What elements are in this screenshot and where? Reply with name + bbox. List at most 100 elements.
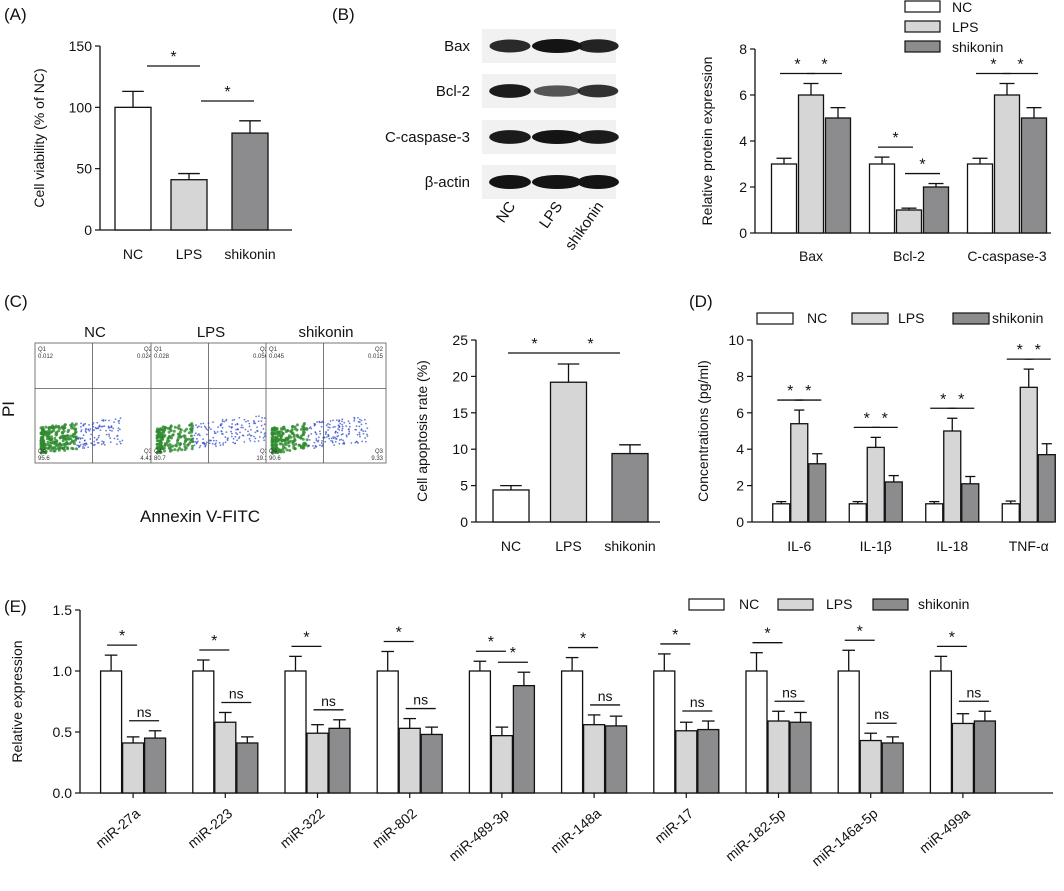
flow-event — [196, 426, 199, 429]
flow-event — [315, 438, 318, 440]
significance-label: * — [211, 633, 217, 650]
flow-event — [247, 430, 249, 433]
bar — [170, 179, 208, 231]
quadrant-name: Q4 — [38, 449, 47, 455]
blot-protein-label: C-caspase-3 — [385, 129, 470, 146]
significance-label: * — [764, 626, 770, 643]
flow-event — [159, 433, 163, 437]
flow-event — [295, 423, 299, 427]
flow-event — [104, 419, 107, 422]
flow-event — [101, 440, 104, 443]
flow-event — [189, 434, 193, 438]
flow-event — [214, 442, 217, 445]
flow-event — [358, 421, 361, 424]
y-tick-label: 0 — [739, 225, 747, 241]
flow-event — [348, 422, 351, 425]
legend-label: LPS — [826, 596, 852, 612]
bar — [420, 733, 443, 794]
bar — [745, 670, 768, 794]
x-tick-label: miR-499a — [916, 805, 973, 856]
flow-event — [347, 420, 350, 423]
flow-event — [80, 422, 83, 425]
flow-event — [366, 427, 369, 430]
ns-label: ns — [137, 704, 152, 720]
flow-event — [187, 431, 191, 435]
flow-event — [256, 430, 259, 433]
flow-event — [81, 447, 84, 449]
flow-event — [271, 450, 275, 454]
blot-band — [532, 175, 582, 189]
flow-event — [67, 428, 71, 432]
flow-event — [363, 418, 366, 421]
flow-event — [341, 429, 343, 432]
flow-event — [168, 447, 172, 451]
flow-event — [182, 442, 186, 446]
flow-event — [84, 428, 87, 431]
significance-label: * — [587, 336, 593, 353]
flow-event — [343, 421, 346, 424]
flow-event — [323, 436, 326, 439]
flow-event — [336, 431, 339, 434]
bar — [697, 728, 720, 794]
y-tick-label: 8 — [736, 368, 744, 384]
blot-band — [532, 39, 582, 53]
flow-event — [202, 442, 204, 444]
flow-event — [107, 425, 110, 428]
flow-event — [312, 445, 314, 447]
flow-event — [302, 427, 306, 431]
flow-event — [93, 436, 96, 439]
flow-event — [179, 442, 183, 446]
flow-event — [206, 441, 208, 444]
flow-event — [176, 441, 180, 445]
flow-event — [332, 426, 335, 429]
flow-event — [78, 436, 80, 439]
legend-label: shikonin — [952, 39, 1003, 55]
significance-label: * — [919, 157, 925, 174]
legend-label: NC — [952, 0, 972, 15]
flow-event — [256, 426, 258, 429]
flow-event — [308, 427, 311, 430]
flow-event — [113, 421, 115, 424]
flow-event — [248, 437, 251, 440]
flow-event — [91, 429, 94, 432]
flow-event — [79, 443, 82, 446]
flow-event — [340, 433, 343, 436]
flow-event — [278, 442, 282, 446]
flow-event — [206, 429, 209, 431]
flow-event — [314, 431, 317, 434]
flow-event — [360, 428, 363, 431]
bar — [884, 481, 903, 523]
flow-event — [155, 430, 159, 434]
flow-event — [319, 432, 322, 435]
quadrant-name: Q1 — [269, 347, 278, 353]
flow-event — [318, 430, 321, 433]
flow-event — [230, 426, 233, 429]
chart-B: (B) 0 2 4 6 8 Relative protein expression Bax Bc… — [332, 0, 1051, 264]
quadrant-value: 0.045 — [269, 354, 285, 360]
flow-event — [232, 441, 235, 444]
y-tick-label: 5 — [460, 478, 468, 494]
flow-event — [277, 430, 281, 434]
legend-label: shikonin — [918, 596, 969, 612]
flow-event — [107, 426, 110, 429]
flow-event — [87, 446, 90, 449]
flow-event — [288, 449, 292, 453]
flow-event — [331, 441, 334, 444]
bar — [895, 209, 923, 234]
flow-event — [93, 440, 96, 443]
flow-event — [328, 423, 331, 426]
flow-event — [324, 433, 327, 436]
flow-event — [173, 425, 177, 429]
bar — [398, 727, 421, 794]
flow-event — [305, 426, 309, 430]
flow-event — [248, 422, 251, 425]
flow-event — [342, 442, 345, 445]
flow-event — [332, 436, 335, 438]
flow-event — [114, 418, 117, 421]
flow-event — [293, 425, 297, 429]
flow-event — [221, 418, 224, 421]
flow-event — [320, 442, 323, 444]
flow-event — [110, 425, 113, 427]
legend-label: NC — [739, 596, 759, 612]
flow-event — [99, 429, 102, 432]
